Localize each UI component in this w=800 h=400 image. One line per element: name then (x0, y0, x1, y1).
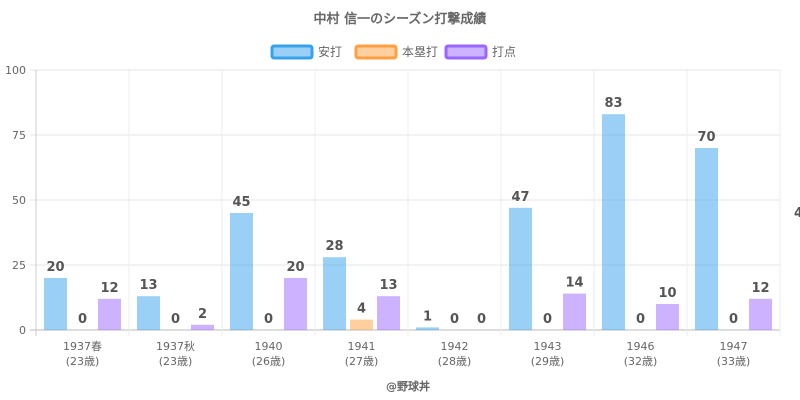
data-label-1-2: 0 (264, 312, 273, 327)
data-label-2-2: 20 (286, 260, 304, 275)
data-label-2-5: 14 (565, 276, 583, 291)
bar-0-2[interactable] (230, 213, 253, 330)
x-tick-label-5-1: (29歳) (531, 355, 565, 368)
bar-2-5[interactable] (563, 293, 586, 330)
chart-title: 中村 信一のシーズン打撃成績 (314, 11, 487, 27)
x-tick-label-0-0: 1937春 (63, 340, 102, 353)
data-label-2-1: 2 (198, 307, 207, 322)
data-label-0-2: 45 (232, 195, 250, 210)
x-tick-label-7-1: (33歳) (717, 355, 751, 368)
overflow-data-label: 4 (794, 206, 800, 221)
x-tick-label-5-0: 1943 (534, 340, 562, 353)
data-label-0-4: 1 (423, 309, 432, 324)
y-tick-label-2: 50 (12, 194, 26, 207)
bar-0-7[interactable] (695, 148, 718, 330)
x-tick-label-6-0: 1946 (627, 340, 655, 353)
x-tick-label-4-0: 1942 (441, 340, 469, 353)
y-tick-label-0: 0 (19, 324, 26, 337)
legend: 安打 本塁打 打点 (270, 44, 516, 60)
bar-0-3[interactable] (323, 257, 346, 330)
x-tick-label-4-1: (28歳) (438, 355, 472, 368)
bar-2-2[interactable] (284, 278, 307, 330)
data-label-1-5: 0 (543, 312, 552, 327)
legend-label-0[interactable]: 安打 (318, 44, 342, 59)
credit: @野球丼 (386, 379, 430, 393)
x-tick-label-2-0: 1940 (255, 340, 283, 353)
x-tick-label-0-1: (23歳) (66, 355, 100, 368)
legend-swatch-0[interactable] (270, 44, 314, 60)
data-label-1-0: 0 (78, 312, 87, 327)
bar-0-6[interactable] (602, 114, 625, 330)
bar-2-1[interactable] (191, 324, 214, 330)
bar-2-6[interactable] (656, 304, 679, 330)
legend-label-2[interactable]: 打点 (492, 45, 516, 59)
y-tick-label-4: 100 (5, 64, 26, 77)
x-tick-label-7-0: 1947 (720, 340, 748, 353)
y-tick-label-3: 75 (12, 129, 26, 142)
legend-label-1[interactable]: 本塁打 (402, 45, 438, 59)
y-tick-label-1: 25 (12, 259, 26, 272)
legend-swatch-1[interactable] (354, 44, 398, 60)
data-label-0-3: 28 (325, 239, 343, 254)
data-label-1-1: 0 (171, 312, 180, 327)
bar-2-7[interactable] (749, 298, 772, 330)
bar-0-1[interactable] (137, 296, 160, 330)
data-label-1-6: 0 (636, 312, 645, 327)
legend-swatch-2[interactable] (444, 44, 488, 60)
data-label-0-5: 47 (511, 190, 529, 205)
data-label-2-3: 13 (379, 278, 397, 293)
bars (44, 114, 772, 330)
data-label-2-0: 12 (100, 281, 118, 296)
x-tick-label-2-1: (26歳) (252, 355, 286, 368)
data-label-0-6: 83 (604, 96, 622, 111)
bar-0-5[interactable] (509, 207, 532, 330)
bar-0-0[interactable] (44, 278, 67, 330)
x-tick-label-3-1: (27歳) (345, 355, 379, 368)
grid (30, 69, 781, 336)
bar-2-3[interactable] (377, 296, 400, 330)
y-axis: 0 25 50 75 100 (5, 64, 26, 337)
data-label-0-1: 13 (139, 278, 157, 293)
bar-0-4[interactable] (416, 327, 439, 330)
x-tick-label-3-0: 1941 (348, 340, 376, 353)
data-label-2-7: 12 (751, 281, 769, 296)
bar-2-0[interactable] (98, 298, 121, 330)
data-label-1-3: 4 (357, 302, 366, 317)
data-label-1-4: 0 (450, 312, 459, 327)
data-label-2-4: 0 (477, 312, 486, 327)
x-axis: 1937春 (23歳) 1937秋 (23歳) 1940 (26歳) 1941 (27歳) 19… (63, 339, 750, 368)
data-label-0-7: 70 (697, 130, 715, 145)
data-label-0-0: 20 (46, 260, 64, 275)
x-tick-label-6-1: (32歳) (624, 355, 658, 368)
x-tick-label-1-1: (23歳) (159, 355, 193, 368)
data-label-1-7: 0 (729, 312, 738, 327)
x-tick-label-1-0: 1937秋 (156, 339, 195, 353)
bar-1-3[interactable] (350, 319, 373, 330)
data-label-2-6: 10 (658, 286, 676, 301)
